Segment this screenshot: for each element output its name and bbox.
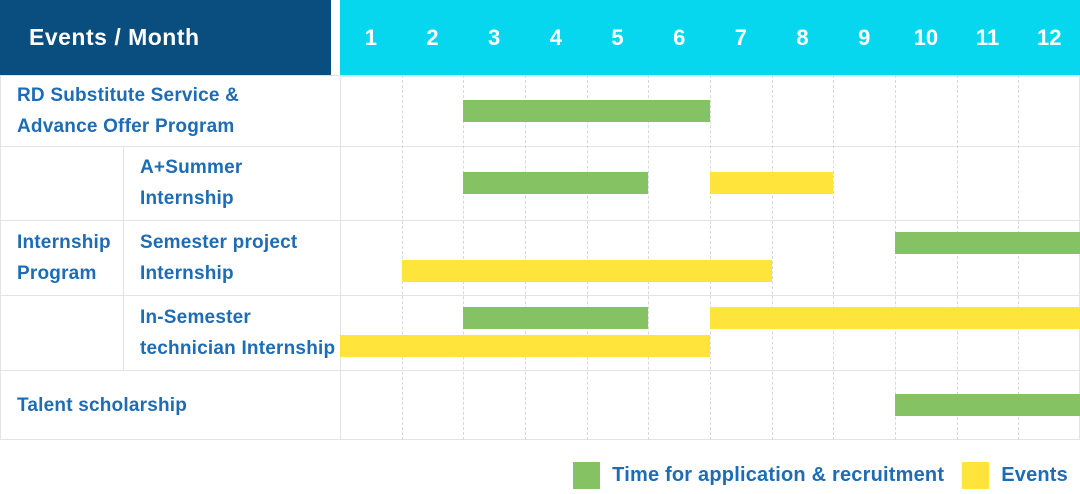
group-label-text: Internship Program	[17, 232, 111, 284]
application-recruitment-bar	[463, 99, 710, 122]
row-label-text: Semester project Internship	[140, 231, 298, 284]
month-gridline-7	[771, 75, 773, 440]
timeline-row-3	[340, 220, 1080, 295]
table-line	[340, 75, 341, 440]
month-header-3: 3	[488, 24, 501, 50]
table-line	[0, 146, 1080, 147]
legend-green-swatch	[573, 461, 601, 489]
month-header-1: 1	[364, 24, 377, 50]
row-label-rd-substitute-service: RD Substitute Service & Advance Offer Pr…	[0, 75, 340, 146]
table-line	[123, 146, 124, 370]
events-bar	[710, 307, 1080, 329]
month-gridline-4	[586, 75, 588, 440]
month-header-6: 6	[673, 24, 686, 50]
month-gridline-11	[1018, 75, 1020, 440]
month-header-5: 5	[611, 24, 624, 50]
row-label-text: In-Semester technician Internship	[140, 306, 336, 359]
month-header-9: 9	[858, 24, 871, 50]
timeline-grid	[340, 75, 1080, 440]
table-bottom-line	[0, 439, 1080, 440]
timeline-row-5	[340, 370, 1080, 439]
month-header-8: 8	[796, 24, 809, 50]
table-line	[0, 75, 340, 76]
events-bar	[710, 172, 834, 194]
row-label-a-plus-summer-internship: A+Summer Internship	[123, 146, 340, 220]
table-line	[0, 75, 1, 440]
month-gridline-6	[710, 75, 711, 440]
application-recruitment-bar	[463, 172, 649, 194]
table-line	[0, 220, 1080, 221]
month-header-11: 11	[975, 24, 1000, 50]
month-header-7: 7	[734, 24, 747, 50]
month-gridline-5	[648, 75, 650, 440]
legend-yellow-swatch	[962, 461, 990, 489]
legend-green-label: Time for application & recruitment	[612, 463, 945, 486]
row-label-semester-project-internship: Semester project Internship	[123, 220, 340, 295]
month-header-row: 1 2 3 4 5 6 7 8 9 10 11 12	[340, 0, 1080, 75]
month-gridline-9	[895, 75, 896, 440]
month-header-10: 10	[913, 24, 939, 50]
month-header-2: 2	[426, 24, 439, 50]
legend: Time for application & recruitment Event…	[573, 461, 1068, 489]
timeline-row-2	[340, 146, 1080, 220]
application-recruitment-bar	[895, 232, 1080, 254]
events-bar	[340, 335, 710, 357]
header-title: Events / Month	[29, 24, 200, 50]
table-line	[0, 295, 1080, 296]
month-gridline-2	[463, 75, 465, 440]
row-label-text: Talent scholarship	[17, 394, 188, 416]
timeline-row-4	[340, 295, 1080, 370]
row-label-text: RD Substitute Service & Advance Offer Pr…	[17, 84, 240, 137]
header-events-month-cell: Events / Month	[0, 0, 331, 75]
month-header-12: 12	[1036, 24, 1062, 50]
timeline-row-1	[340, 75, 1080, 146]
month-header-4: 4	[549, 24, 562, 50]
group-label-internship-program: Internship Program	[0, 146, 123, 370]
month-gridline-10	[956, 75, 958, 440]
row-label-talent-scholarship: Talent scholarship	[0, 370, 340, 440]
row-label-in-semester-technician-internship: In-Semester technician Internship	[123, 295, 340, 370]
application-recruitment-bar	[463, 307, 649, 329]
legend-yellow-label: Events	[1001, 463, 1068, 486]
table-line	[0, 370, 1080, 371]
row-label-text: A+Summer Internship	[140, 157, 243, 209]
month-gridline-8	[833, 75, 835, 440]
application-recruitment-bar	[895, 393, 1080, 416]
events-bar	[401, 260, 772, 282]
month-gridline-1	[401, 75, 403, 440]
month-gridline-3	[525, 75, 526, 440]
